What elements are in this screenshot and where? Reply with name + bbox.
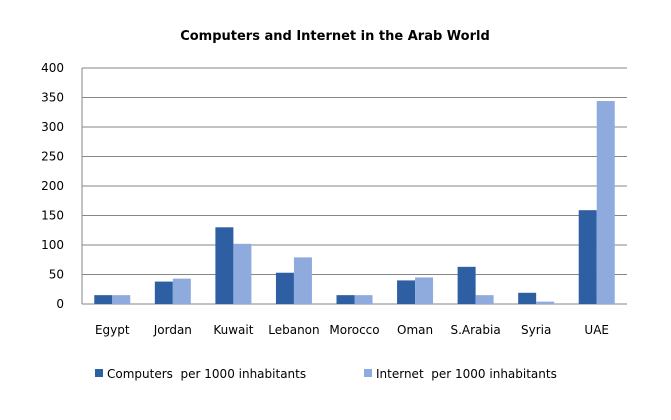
legend-swatch	[95, 369, 103, 377]
y-tick-label: 350	[41, 91, 64, 105]
bar-computers-oman	[397, 280, 416, 304]
bar-computers-morocco	[336, 295, 355, 304]
bar-computers-jordan	[154, 281, 173, 304]
gridlines	[82, 67, 627, 305]
y-tick-label: 400	[41, 61, 64, 75]
bar-internet-lebanon	[293, 257, 312, 304]
x-tick-label: Egypt	[95, 323, 130, 337]
bar-internet-morocco	[354, 295, 373, 304]
x-tick-label: Lebanon	[268, 323, 319, 337]
bar-internet-oman	[415, 277, 434, 304]
chart-title: Computers and Internet in the Arab World	[180, 29, 490, 44]
bar-internet-sarabia	[475, 295, 494, 304]
bar-internet-kuwait	[233, 243, 252, 304]
bar-computers-sarabia	[457, 266, 476, 304]
y-tick-label: 300	[41, 120, 64, 134]
x-tick-label: Oman	[397, 323, 433, 337]
x-tick-label: UAE	[584, 323, 609, 337]
legend-label: Computers per 1000 inhabitants	[107, 367, 306, 381]
x-tick-label: Kuwait	[213, 323, 253, 337]
y-tick-label: 100	[41, 238, 64, 252]
y-tick-label: 250	[41, 150, 64, 164]
bar-computers-lebanon	[275, 272, 294, 304]
bar-computers-syria	[518, 292, 537, 304]
legend: Computers per 1000 inhabitants Internet p…	[95, 367, 557, 381]
x-axis: Egypt Jordan Kuwait Lebanon Morocco Oman S.Ara…	[95, 323, 609, 337]
legend-label: Internet per 1000 inhabitants	[376, 367, 557, 381]
y-tick-label: 150	[41, 209, 64, 223]
x-tick-label: Morocco	[329, 323, 379, 337]
x-tick-label: Syria	[521, 323, 551, 337]
bar-internet-egypt	[112, 295, 131, 304]
y-tick-label: 0	[56, 297, 64, 311]
bar-internet-jordan	[172, 278, 191, 304]
x-tick-label: Jordan	[153, 323, 192, 337]
legend-swatch	[364, 369, 372, 377]
bar-computers-kuwait	[215, 227, 234, 304]
bar-computers-egypt	[94, 295, 113, 304]
bar-internet-uae	[596, 101, 615, 304]
x-tick-label: S.Arabia	[450, 323, 500, 337]
y-tick-label: 50	[49, 268, 64, 282]
y-tick-label: 200	[41, 179, 64, 193]
bar-computers-uae	[578, 210, 597, 304]
bar-internet-syria	[536, 301, 555, 304]
y-axis: 0 50 100 150 200 250 300 350 400	[41, 61, 83, 311]
bars	[94, 101, 615, 304]
